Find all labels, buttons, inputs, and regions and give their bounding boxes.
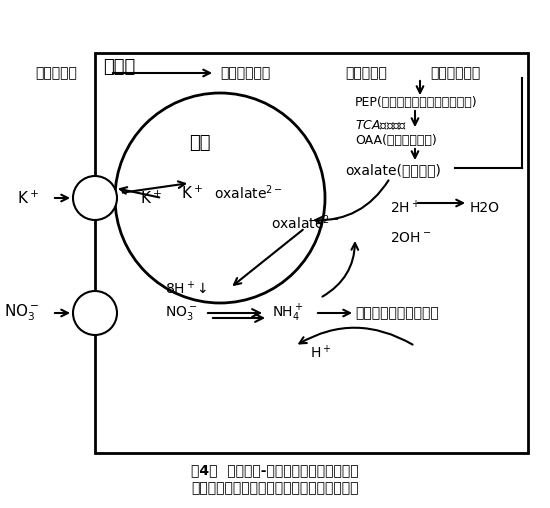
Text: フルクトース: フルクトース — [220, 66, 270, 80]
Text: 細胞質: 細胞質 — [103, 58, 135, 76]
Text: 液胞: 液胞 — [189, 134, 211, 152]
Text: K$^+$: K$^+$ — [140, 189, 162, 207]
Text: $TCA$サイクル: $TCA$サイクル — [355, 119, 407, 133]
Text: oxalate$^{2-}$: oxalate$^{2-}$ — [271, 214, 339, 232]
Text: H2O: H2O — [470, 201, 500, 215]
Text: 8H$^+$↓: 8H$^+$↓ — [165, 280, 207, 296]
Text: アミノ酸．タンパク質: アミノ酸．タンパク質 — [355, 306, 439, 320]
Text: PEP(ホスホエノールピルビン酸): PEP(ホスホエノールピルビン酸) — [355, 97, 477, 110]
Circle shape — [115, 93, 325, 303]
Text: グリコール酸: グリコール酸 — [430, 66, 480, 80]
Circle shape — [73, 176, 117, 220]
Text: NH$_4^+$: NH$_4^+$ — [272, 302, 304, 324]
Text: NO$_3^-$: NO$_3^-$ — [165, 304, 197, 322]
Circle shape — [73, 291, 117, 335]
Text: スクロース: スクロース — [35, 66, 77, 80]
Text: K$^+$: K$^+$ — [181, 184, 203, 202]
Text: 第4図  硝酸還元-シュウ酸生成反応モデル: 第4図 硝酸還元-シュウ酸生成反応モデル — [191, 463, 359, 477]
Text: NO$_3^-$: NO$_3^-$ — [4, 303, 40, 323]
Text: ホウレンソウ中のシュウ酸集積の生理的意義: ホウレンソウ中のシュウ酸集積の生理的意義 — [191, 481, 359, 495]
Text: グルコース: グルコース — [345, 66, 387, 80]
Text: 2OH$^-$: 2OH$^-$ — [390, 231, 431, 245]
FancyBboxPatch shape — [95, 53, 528, 453]
Text: OAA(オキサロ酢酸): OAA(オキサロ酢酸) — [355, 134, 437, 146]
Text: oxalate(シュウ酸): oxalate(シュウ酸) — [345, 163, 441, 177]
Text: oxalate$^{2-}$: oxalate$^{2-}$ — [213, 184, 283, 202]
Text: 2H$^+$: 2H$^+$ — [390, 199, 420, 216]
Text: K$^+$: K$^+$ — [17, 189, 39, 207]
Text: H$^+$: H$^+$ — [310, 344, 332, 362]
